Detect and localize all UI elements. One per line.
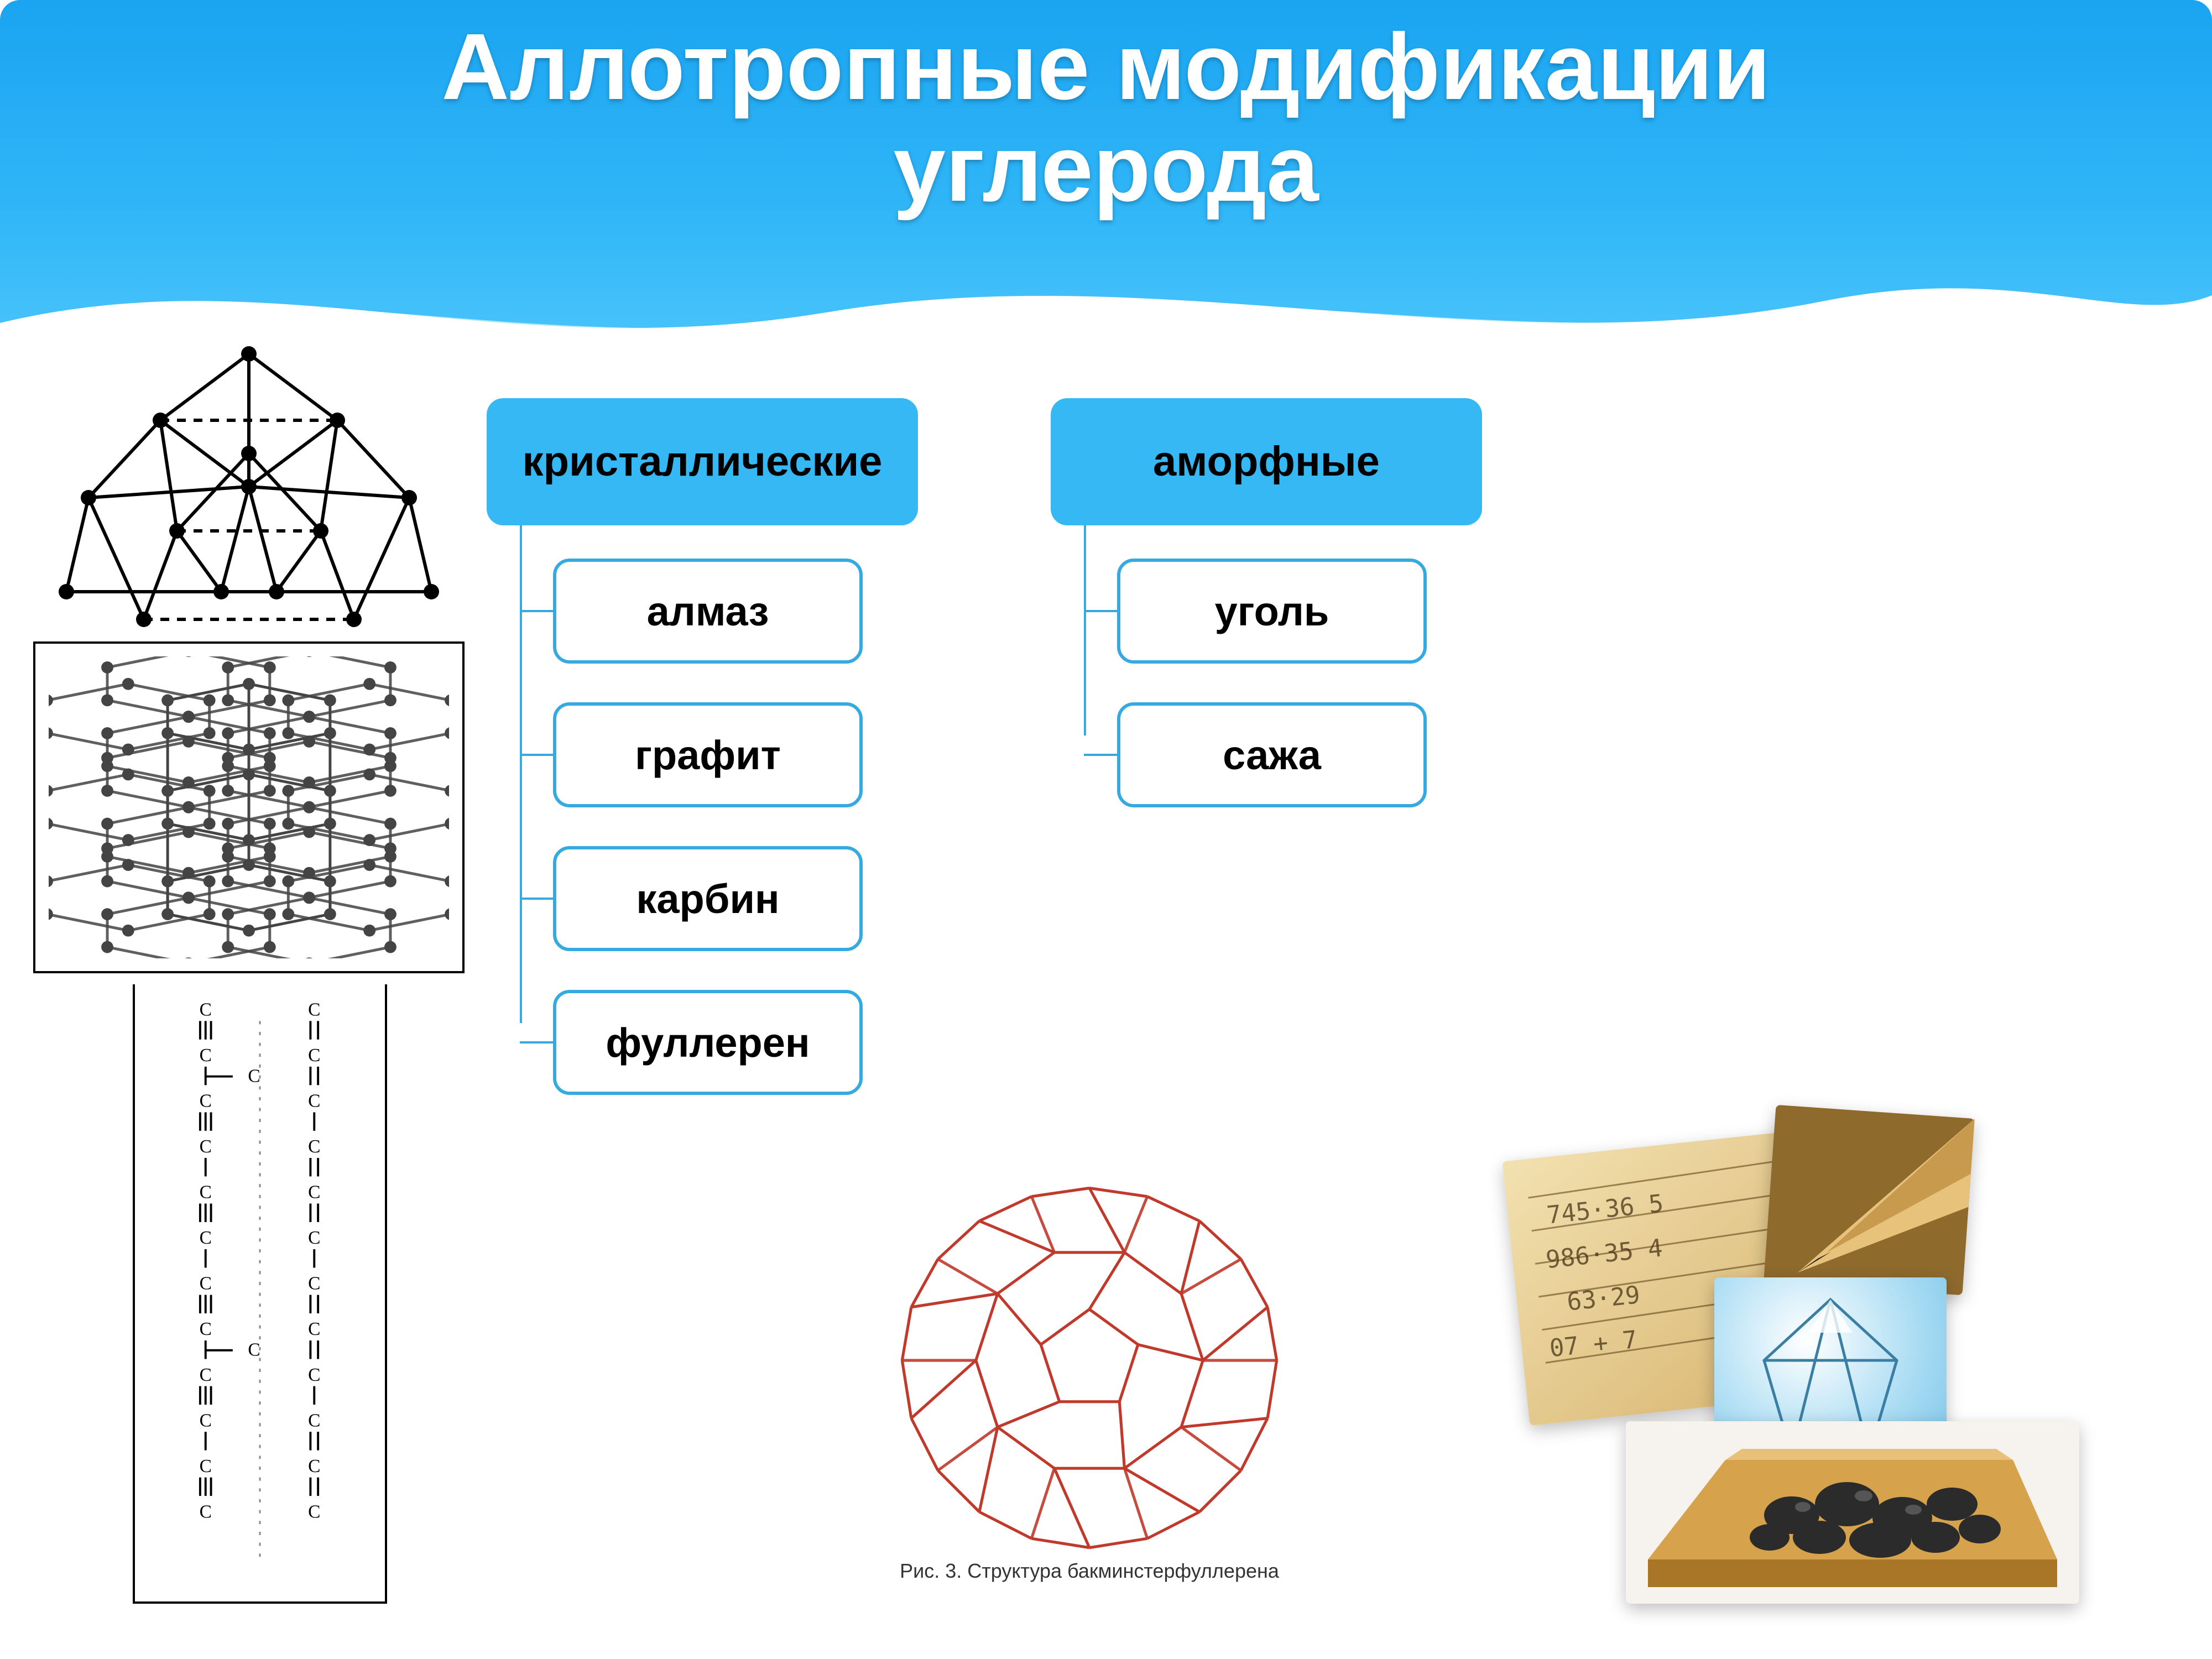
- item-soot: сажа: [1117, 702, 1427, 807]
- svg-text:C: C: [200, 1456, 212, 1477]
- graphite-layers-icon: [33, 641, 465, 973]
- svg-text:C: C: [200, 1182, 212, 1203]
- item-carbyne: карбин: [553, 846, 863, 951]
- category-crystalline: кристаллические алмаз графит карбин фулл…: [487, 398, 918, 1134]
- svg-text:C: C: [200, 1411, 212, 1431]
- svg-text:986·35 4: 986·35 4: [1545, 1234, 1664, 1274]
- diamond-lattice-icon: [33, 332, 465, 641]
- category-header-amorphous: аморфные: [1051, 398, 1482, 525]
- svg-text:C: C: [200, 1228, 212, 1249]
- svg-text:C: C: [200, 1136, 212, 1157]
- svg-text:C: C: [248, 1066, 260, 1087]
- item-coal: уголь: [1117, 559, 1427, 664]
- collage-panel-pencil: [1764, 1105, 1974, 1295]
- svg-text:C: C: [308, 1502, 320, 1522]
- svg-text:C: C: [308, 1091, 320, 1112]
- svg-text:C: C: [308, 1000, 320, 1020]
- svg-text:C: C: [308, 1182, 320, 1203]
- svg-text:745·36 5: 745·36 5: [1545, 1190, 1665, 1230]
- title-line-2: углерода: [893, 116, 1318, 221]
- svg-text:C: C: [200, 1274, 212, 1294]
- svg-text:C: C: [200, 1091, 212, 1112]
- svg-text:C: C: [248, 1340, 260, 1360]
- svg-text:C: C: [308, 1365, 320, 1385]
- svg-text:C: C: [200, 1365, 212, 1385]
- amorphous-items: уголь сажа: [1051, 559, 1482, 807]
- svg-text:C: C: [200, 1502, 212, 1522]
- collage-panel-coal: [1626, 1421, 2079, 1604]
- svg-text:C: C: [200, 1319, 212, 1340]
- svg-text:C: C: [308, 1136, 320, 1157]
- svg-text:C: C: [308, 1228, 320, 1249]
- crystalline-items: алмаз графит карбин фуллерен: [487, 559, 918, 1095]
- svg-text:07 + 7: 07 + 7: [1548, 1326, 1639, 1363]
- item-diamond: алмаз: [553, 559, 863, 664]
- svg-text:C: C: [200, 1045, 212, 1066]
- svg-text:63·29: 63·29: [1566, 1281, 1641, 1317]
- item-fullerene: фуллерен: [553, 990, 863, 1095]
- svg-text:C: C: [308, 1274, 320, 1294]
- slide-title-banner: Аллотропные модификации углерода: [0, 0, 2212, 365]
- photo-collage: 745·36 5 986·35 4 63·29 07 + 7: [1482, 1112, 2112, 1609]
- fullerene-icon: [874, 1150, 1305, 1571]
- carbyne-chains-icon: C C C C C C C C C C C C C C C C C C C C C C C C C C: [133, 984, 387, 1604]
- svg-text:C: C: [308, 1319, 320, 1340]
- item-graphite: графит: [553, 702, 863, 807]
- category-header-crystalline: кристаллические: [487, 398, 918, 525]
- svg-text:C: C: [200, 1000, 212, 1020]
- svg-text:C: C: [308, 1456, 320, 1477]
- svg-text:C: C: [308, 1411, 320, 1431]
- category-amorphous: аморфные уголь сажа: [1051, 398, 1482, 846]
- fullerene-caption: Рис. 3. Структура бакминстерфуллерена: [874, 1559, 1305, 1583]
- title-line-1: Аллотропные модификации: [441, 14, 1770, 119]
- slide-title: Аллотропные модификации углерода: [0, 17, 2212, 220]
- svg-text:C: C: [308, 1045, 320, 1066]
